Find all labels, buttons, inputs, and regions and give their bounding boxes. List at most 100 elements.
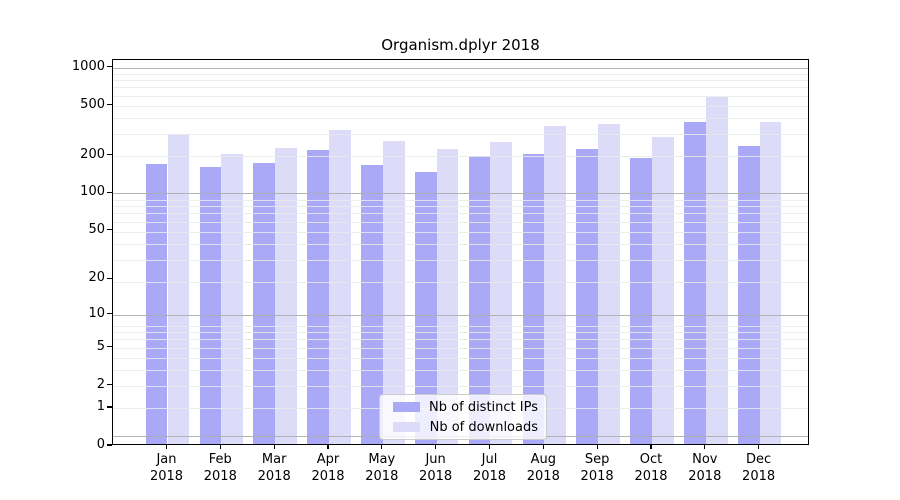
bar-downloads <box>167 133 190 444</box>
bar-distinct-ips <box>199 167 222 444</box>
bar-distinct-ips <box>468 156 491 444</box>
y-tick-mark <box>107 66 112 68</box>
y-tick-label: 50 <box>88 221 105 237</box>
bar-downloads <box>221 154 244 444</box>
x-tick-label: Sep 2018 <box>580 452 614 484</box>
minor-gridline <box>113 244 808 245</box>
downloads-swatch-icon <box>393 422 420 432</box>
y-tick-label: 0 <box>96 437 105 452</box>
x-tick-mark <box>758 445 760 449</box>
minor-gridline <box>113 95 808 97</box>
minor-gridline <box>113 79 808 81</box>
bar-downloads <box>382 141 405 444</box>
legend-item-distinct-ips: Nb of distinct IPs <box>388 399 538 415</box>
minor-gridline <box>113 347 808 349</box>
y-tick-mark <box>107 444 112 446</box>
x-tick-mark <box>273 445 275 449</box>
x-tick-label: Dec 2018 <box>742 452 776 484</box>
y-tick-label: 1 <box>96 399 105 414</box>
minor-gridline <box>113 206 808 207</box>
y-tick-label: 5 <box>96 338 105 354</box>
y-tick-mark <box>107 104 112 106</box>
y-tick-label: 100 <box>80 184 105 200</box>
x-tick-label: Nov 2018 <box>688 452 722 484</box>
x-tick-mark <box>488 445 491 449</box>
bar-distinct-ips <box>361 165 383 444</box>
minor-gridline <box>113 325 808 327</box>
minor-gridline <box>113 231 808 233</box>
x-tick-label: Jun 2018 <box>419 452 453 484</box>
chart-title: Organism.dplyr 2018 <box>381 36 540 54</box>
x-tick-mark <box>650 445 652 449</box>
legend-label: Nb of distinct IPs <box>429 399 538 415</box>
y-tick-mark <box>107 154 112 156</box>
minor-gridline <box>113 221 808 223</box>
y-tick-mark <box>107 406 112 408</box>
minor-gridline <box>113 332 808 334</box>
distinct-ips-swatch-icon <box>393 402 420 412</box>
minor-gridline <box>113 370 808 372</box>
y-tick-mark <box>107 191 112 193</box>
minor-gridline <box>113 155 808 157</box>
bar-downloads <box>544 126 567 444</box>
y-tick-mark <box>107 229 112 231</box>
bar-distinct-ips <box>522 153 545 444</box>
legend: Nb of distinct IPs Nb of downloads <box>379 394 547 440</box>
x-tick-mark <box>596 445 598 449</box>
bar-distinct-ips <box>145 164 168 444</box>
x-tick-label: Mar 2018 <box>257 452 291 484</box>
x-tick-mark <box>704 445 706 449</box>
minor-gridline <box>113 259 808 261</box>
bar-distinct-ips <box>253 163 276 444</box>
x-tick-label: Jan 2018 <box>149 452 184 484</box>
minor-gridline <box>113 105 808 107</box>
bar-distinct-ips <box>737 146 760 444</box>
minor-gridline <box>113 87 808 89</box>
minor-gridline <box>113 357 808 359</box>
y-tick-mark <box>107 313 112 315</box>
major-gridline <box>113 314 808 316</box>
y-tick-label: 200 <box>80 146 105 162</box>
x-tick-mark <box>165 445 168 449</box>
x-tick-label: May 2018 <box>365 452 399 484</box>
y-tick-label: 500 <box>80 96 105 112</box>
plot-area: Nb of distinct IPs Nb of downloads <box>112 59 809 445</box>
x-tick-mark <box>435 445 437 449</box>
y-tick-mark <box>107 277 112 279</box>
y-tick-label: 2 <box>96 376 105 392</box>
legend-label: Nb of downloads <box>429 419 538 435</box>
minor-gridline <box>113 339 808 341</box>
x-tick-mark <box>542 445 544 449</box>
major-gridline <box>113 67 808 69</box>
x-tick-mark <box>219 445 221 449</box>
x-tick-mark <box>327 445 329 449</box>
y-tick-mark <box>107 346 112 348</box>
minor-gridline <box>113 385 808 387</box>
bar-downloads <box>705 96 728 444</box>
y-tick-label: 10 <box>88 305 105 321</box>
major-gridline <box>113 193 808 195</box>
x-tick-label: Apr 2018 <box>311 452 345 484</box>
bar-downloads <box>651 137 674 444</box>
minor-gridline <box>113 199 808 201</box>
x-tick-label: Oct 2018 <box>634 452 668 484</box>
y-tick-mark <box>107 384 112 386</box>
x-tick-label: Feb 2018 <box>203 452 237 484</box>
minor-gridline <box>113 213 808 215</box>
bar-downloads <box>328 130 351 444</box>
legend-item-downloads: Nb of downloads <box>388 419 538 435</box>
minor-gridline <box>113 281 808 283</box>
bar-downloads <box>490 141 513 444</box>
minor-gridline <box>113 73 808 75</box>
bar-distinct-ips <box>630 158 652 444</box>
y-tick-label: 20 <box>88 270 105 286</box>
minor-gridline <box>113 117 808 119</box>
x-tick-label: Aug 2018 <box>526 452 560 484</box>
x-tick-label: Jul 2018 <box>472 452 507 484</box>
y-tick-label: 1000 <box>71 58 105 74</box>
bar-distinct-ips <box>414 171 437 444</box>
bar-downloads <box>598 123 620 444</box>
bar-downloads <box>759 122 782 444</box>
minor-gridline <box>113 133 808 135</box>
